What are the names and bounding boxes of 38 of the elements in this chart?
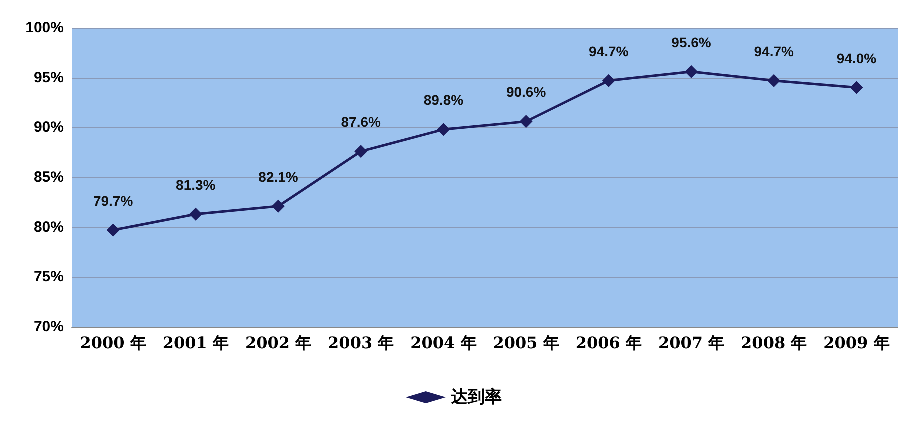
data-label: 79.7%: [93, 192, 134, 209]
x-tick-label: 2005 年: [493, 334, 560, 352]
point: [520, 115, 533, 128]
data-label: 95.6%: [672, 34, 712, 50]
y-tick-label: 70%: [34, 318, 64, 336]
data-label: 94.7%: [754, 43, 794, 60]
x-tick-label: 2009 年: [824, 334, 890, 352]
x-tick-label: 2003 年: [328, 334, 394, 352]
point: [602, 74, 616, 88]
point: [354, 145, 368, 158]
x-tick-label: 2001 年: [162, 334, 229, 352]
y-tick-label: 100%: [26, 20, 64, 36]
point: [189, 208, 202, 221]
x-tick-label: 2007 年: [658, 334, 725, 352]
point: [850, 81, 864, 94]
y-tick-label: 85%: [34, 169, 64, 186]
y-tick-label: 90%: [34, 119, 64, 136]
x-tick-label: 2008 年: [741, 334, 808, 352]
x-tick-label: 2004 年: [410, 334, 477, 352]
x-tick-label: 2000 年: [80, 334, 146, 352]
point: [106, 224, 120, 237]
data-label: 90.6%: [506, 84, 547, 100]
y-tick-label: 80%: [34, 218, 64, 236]
point: [272, 200, 285, 213]
data-label: 94.0%: [836, 50, 878, 66]
x-tick-label: 2006 年: [576, 334, 642, 352]
y-tick-label: 95%: [34, 69, 64, 86]
data-label: 89.8%: [424, 92, 464, 108]
x-tick-label: 2002 年: [245, 334, 312, 352]
point: [437, 123, 450, 136]
data-label: 82.1%: [258, 168, 299, 185]
data-label: 94.7%: [589, 43, 630, 60]
data-label: 87.6%: [341, 114, 382, 130]
legend-label: 达到率: [450, 388, 502, 408]
point: [768, 74, 781, 88]
y-tick-label: 75%: [34, 268, 64, 286]
data-label: 81.3%: [176, 176, 216, 193]
point: [685, 65, 698, 78]
